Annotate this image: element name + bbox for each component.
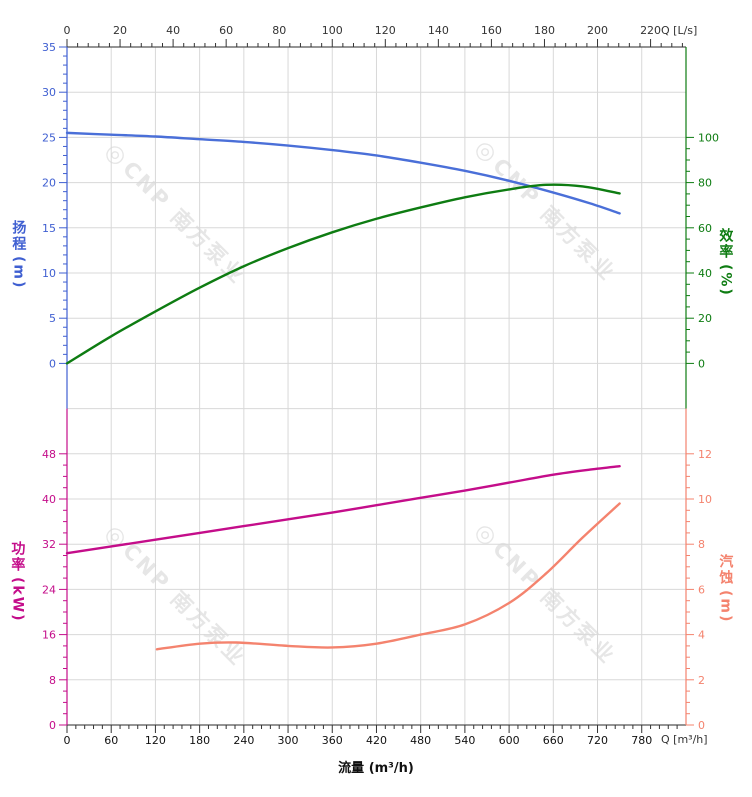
bottom-axis-tick-label: 600 [499, 734, 520, 747]
power-curve [65, 465, 621, 555]
efficiency-curve [65, 183, 621, 365]
bottom-axis-tick-label: 0 [64, 734, 71, 747]
top-axis-tick-label: 80 [272, 24, 286, 37]
npsh-axis-tick-label: 2 [698, 674, 705, 687]
top-axis-tick-label: 40 [166, 24, 180, 37]
head-axis-tick-label: 20 [42, 177, 56, 190]
bottom-axis-tick-label: 720 [587, 734, 608, 747]
bottom-axis-tick-label: 420 [366, 734, 387, 747]
eff-axis-tick-label: 60 [698, 222, 712, 235]
top-axis-tick-label: 100 [322, 24, 343, 37]
power-axis-tick-label: 0 [49, 719, 56, 732]
bottom-axis-unit-label: Q [m³/h] [661, 733, 708, 746]
top-axis-tick-label: 20 [113, 24, 127, 37]
power-axis-tick-label: 8 [49, 674, 56, 687]
eff-axis-tick-label: 40 [698, 267, 712, 280]
npsh-axis-tick-label: 10 [698, 493, 712, 506]
top-axis-tick-label: 200 [587, 24, 608, 37]
bottom-axis-tick-label: 480 [410, 734, 431, 747]
top-axis-tick-label: 120 [375, 24, 396, 37]
head-axis-tick-label: 10 [42, 267, 56, 280]
efficiency-axis-title: 效率(%) [717, 228, 734, 297]
bottom-axis-tick-label: 180 [189, 734, 210, 747]
npsh-axis-title: 汽蚀(m) [717, 554, 734, 624]
npsh-axis-tick-label: 6 [698, 583, 705, 596]
top-axis-tick-label: 140 [428, 24, 449, 37]
bottom-axis-tick-label: 660 [543, 734, 564, 747]
eff-axis-tick-label: 20 [698, 312, 712, 325]
power-axis-title: 功率(kW) [9, 541, 26, 623]
head-axis-tick-label: 25 [42, 131, 56, 144]
bottom-axis-tick-label: 540 [454, 734, 475, 747]
top-axis-tick-label: 160 [481, 24, 502, 37]
power-axis-tick-label: 24 [42, 583, 56, 596]
top-axis-tick-label: 220 [640, 24, 661, 37]
x-axis-title: 流量 (m³/h) [338, 761, 414, 776]
top-axis-tick-label: 60 [219, 24, 233, 37]
bottom-axis-tick-label: 780 [631, 734, 652, 747]
npsh-curve [155, 502, 621, 651]
power-axis-tick-label: 16 [42, 629, 56, 642]
head-axis-tick-label: 15 [42, 222, 56, 235]
bottom-axis-tick-label: 240 [233, 734, 254, 747]
head-curve [65, 131, 621, 215]
top-axis-unit-label: Q [L/s] [661, 24, 698, 37]
npsh-axis-tick-label: 12 [698, 448, 712, 461]
head-axis-tick-label: 30 [42, 86, 56, 99]
head-axis-title: 扬程(m) [10, 220, 27, 290]
bottom-axis-tick-label: 360 [322, 734, 343, 747]
head-axis-tick-label: 0 [49, 357, 56, 370]
npsh-axis-tick-label: 4 [698, 629, 705, 642]
eff-axis-tick-label: 80 [698, 177, 712, 190]
bottom-axis-tick-label: 300 [278, 734, 299, 747]
top-axis-tick-label: 0 [64, 24, 71, 37]
head-axis-tick-label: 35 [42, 41, 56, 54]
power-axis-tick-label: 40 [42, 493, 56, 506]
npsh-axis-tick-label: 0 [698, 719, 705, 732]
power-axis-tick-label: 32 [42, 538, 56, 551]
eff-axis-tick-label: 0 [698, 357, 705, 370]
eff-axis-tick-label: 100 [698, 131, 719, 144]
power-axis-tick-label: 48 [42, 448, 56, 461]
npsh-axis-tick-label: 8 [698, 538, 705, 551]
bottom-axis-tick-label: 120 [145, 734, 166, 747]
head-axis-tick-label: 5 [49, 312, 56, 325]
top-axis-tick-label: 180 [534, 24, 555, 37]
bottom-axis-tick-label: 60 [104, 734, 118, 747]
